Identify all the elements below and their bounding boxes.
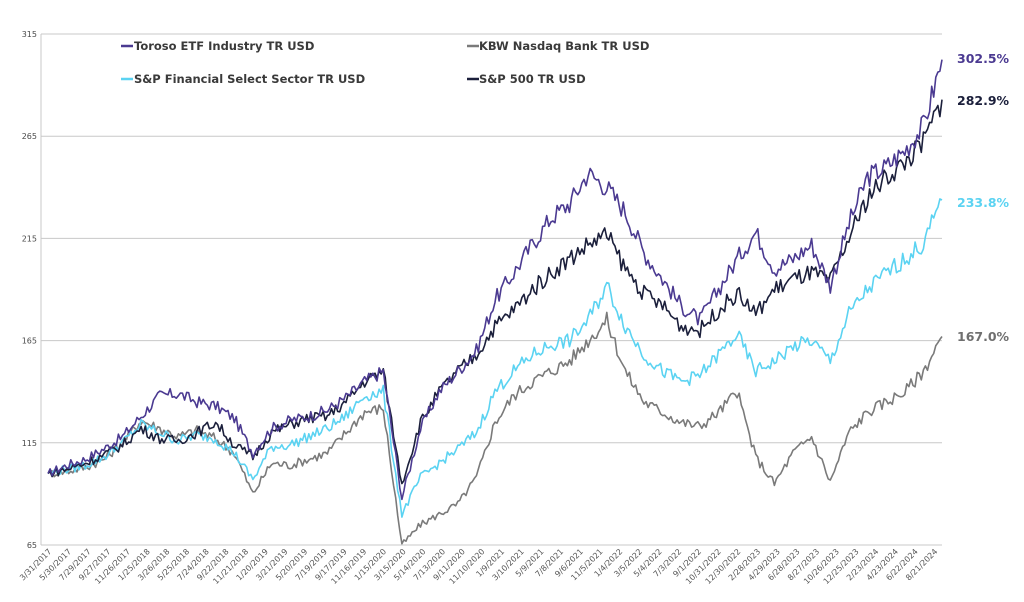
y-tick-label: 115 bbox=[22, 439, 37, 448]
series-lines bbox=[47, 59, 943, 545]
y-axis: 65 115 165 215 265 315 bbox=[22, 30, 42, 550]
series-line-2 bbox=[47, 198, 943, 518]
gridlines bbox=[41, 33, 942, 546]
legend-label-toroso: Toroso ETF Industry TR USD bbox=[134, 39, 314, 53]
y-tick-label: 215 bbox=[22, 234, 37, 243]
series-line-3 bbox=[47, 99, 943, 485]
end-label-sp500: 282.9% bbox=[957, 93, 1010, 108]
legend-label-sp500: S&P 500 TR USD bbox=[479, 72, 586, 86]
legend-item-kbw[interactable]: KBW Nasdaq Bank TR USD bbox=[467, 39, 649, 53]
series-line-0 bbox=[47, 59, 943, 501]
series-line-1 bbox=[47, 311, 943, 545]
end-labels: 302.5% 282.9% 233.8% 167.0% bbox=[957, 51, 1010, 344]
legend: Toroso ETF Industry TR USD KBW Nasdaq Ba… bbox=[121, 39, 649, 86]
y-tick-label: 165 bbox=[22, 337, 37, 346]
legend-label-kbw: KBW Nasdaq Bank TR USD bbox=[479, 39, 649, 53]
y-tick-label: 315 bbox=[22, 30, 37, 39]
legend-item-sp500[interactable]: S&P 500 TR USD bbox=[467, 72, 586, 86]
end-label-toroso: 302.5% bbox=[957, 51, 1010, 66]
y-tick-label: 265 bbox=[22, 132, 37, 141]
x-axis: 3/31/20175/30/20177/29/20179/27/201711/2… bbox=[18, 547, 939, 586]
y-tick-label: 65 bbox=[27, 541, 37, 550]
end-label-sp-financial: 233.8% bbox=[957, 195, 1010, 210]
end-label-kbw: 167.0% bbox=[957, 329, 1010, 344]
legend-item-toroso[interactable]: Toroso ETF Industry TR USD bbox=[121, 39, 314, 53]
legend-item-sp-financial[interactable]: S&P Financial Select Sector TR USD bbox=[121, 72, 365, 86]
legend-label-sp-financial: S&P Financial Select Sector TR USD bbox=[134, 72, 365, 86]
